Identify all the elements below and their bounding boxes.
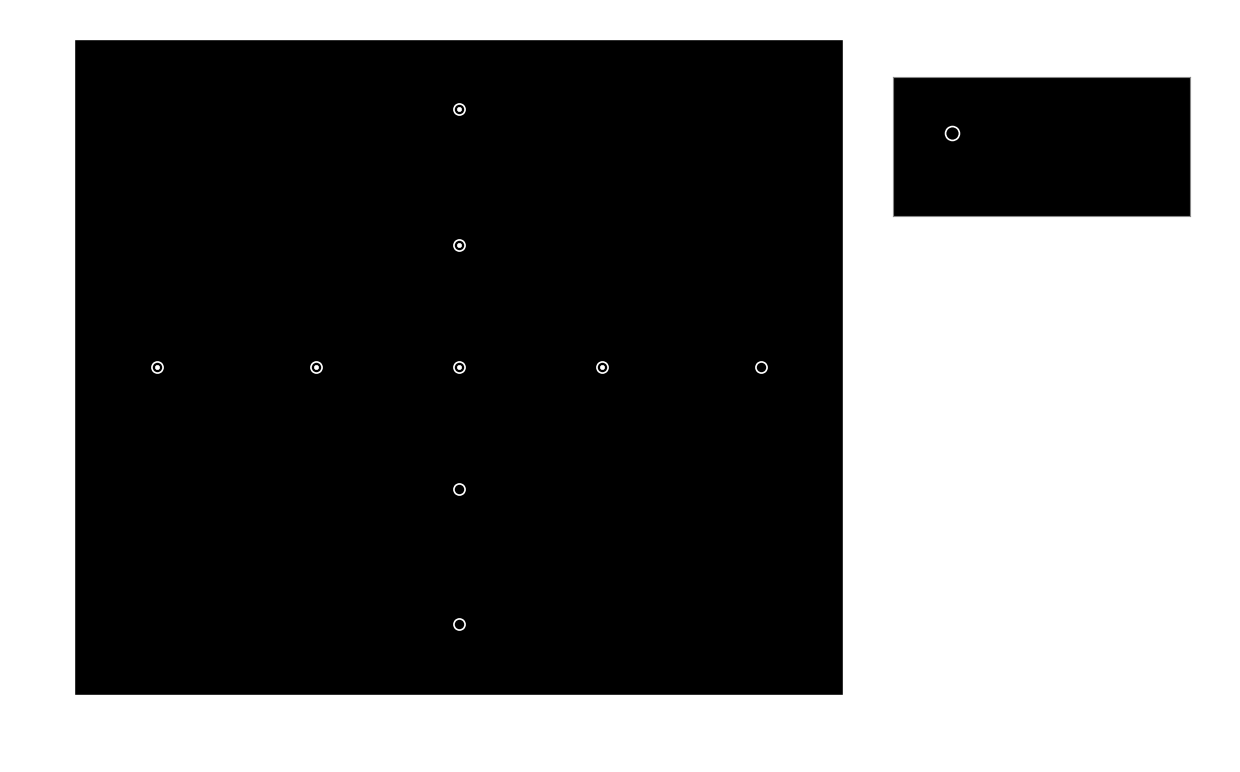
X-axis label: x(m): x(m)	[435, 728, 482, 746]
Y-axis label: y(m): y(m)	[16, 344, 35, 390]
